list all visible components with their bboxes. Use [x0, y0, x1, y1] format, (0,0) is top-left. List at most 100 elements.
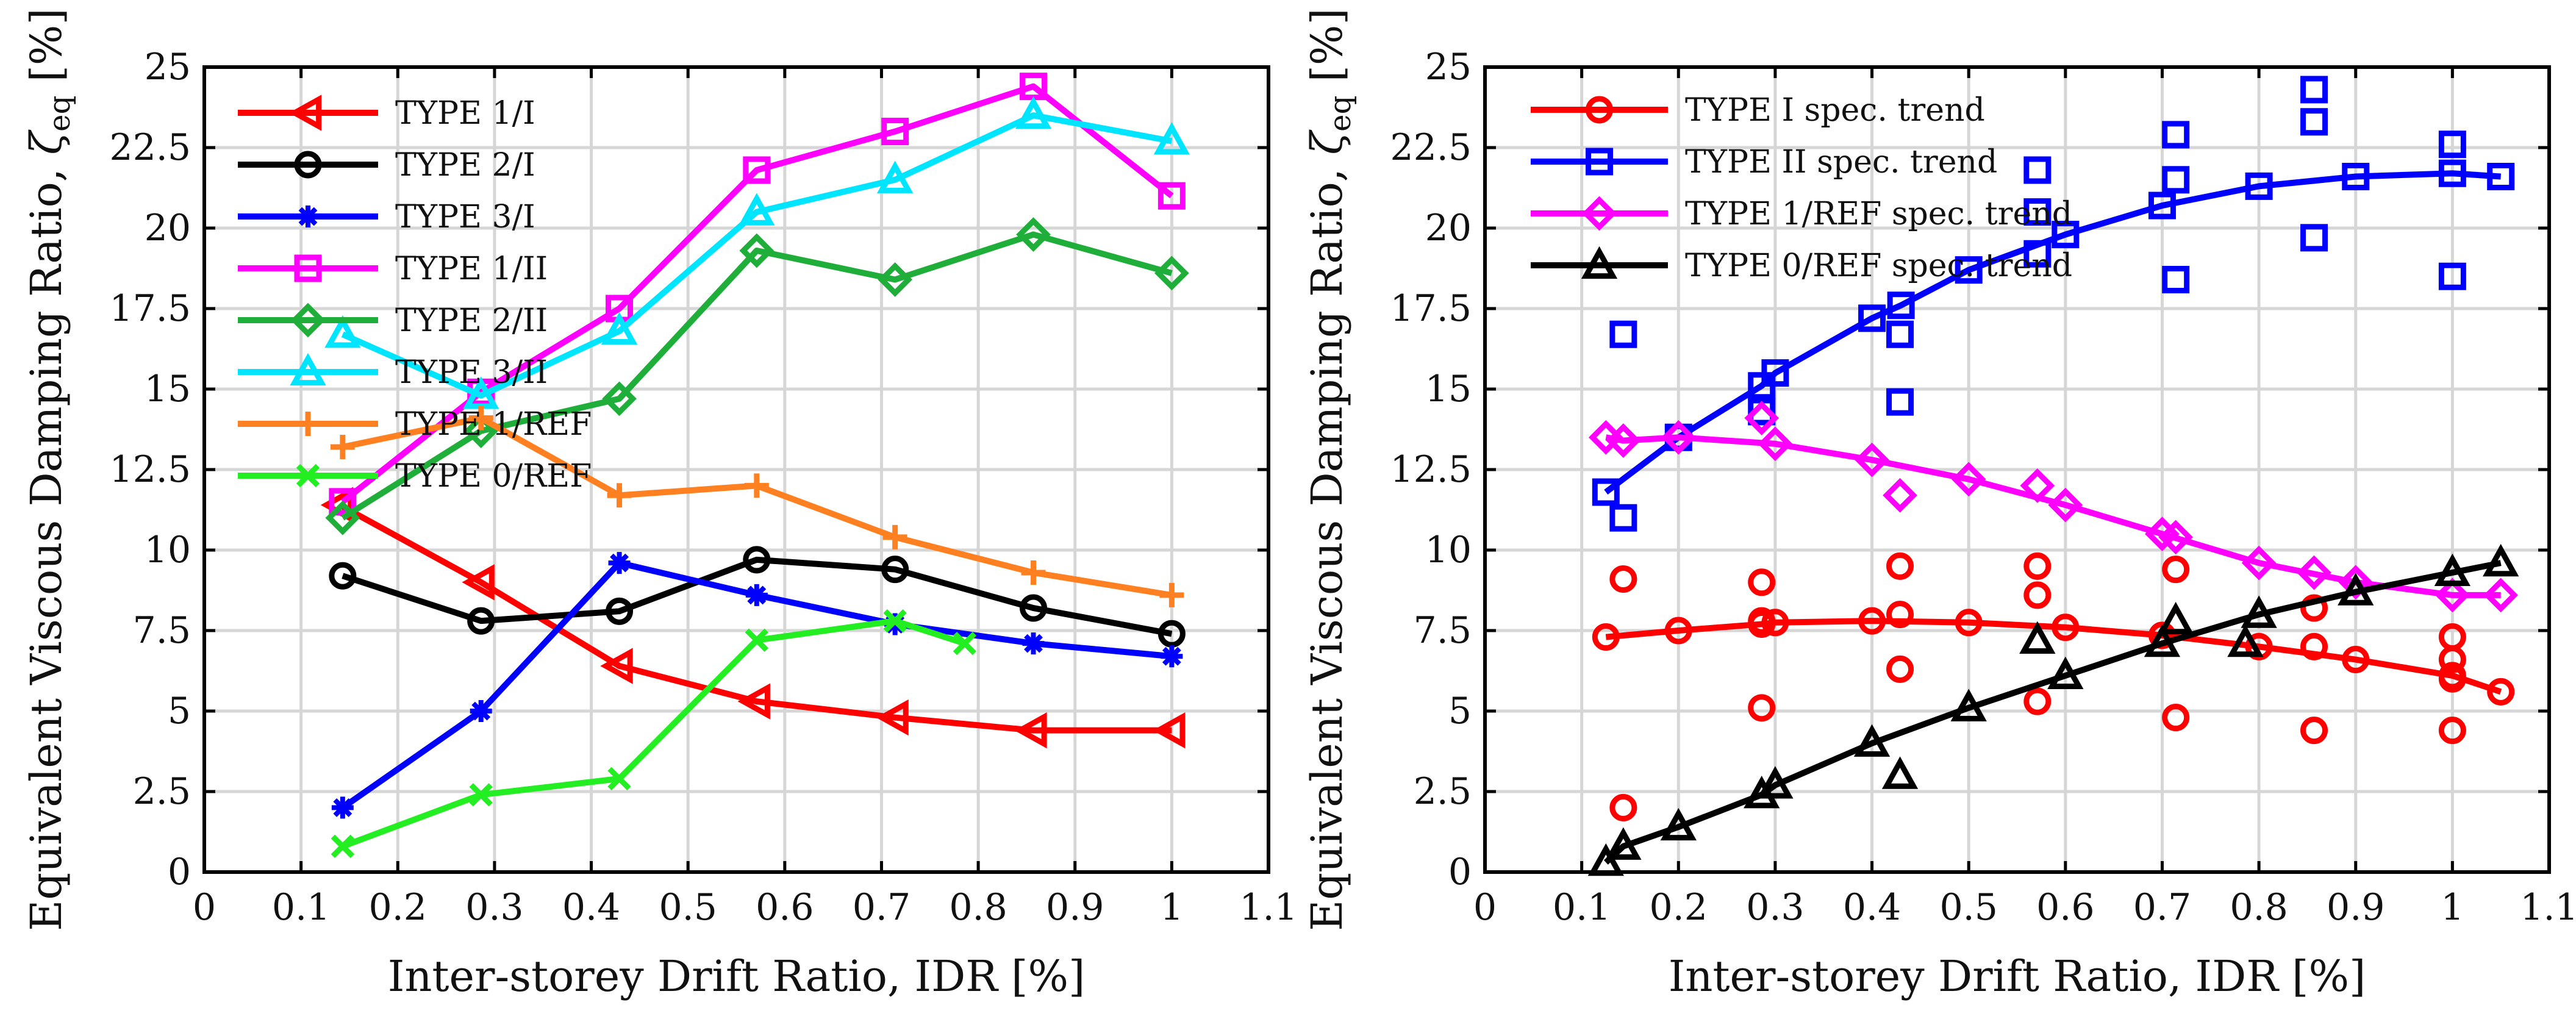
- data-point-type-ii-spec-trend: [2023, 156, 2052, 184]
- x-tick-label: 0: [193, 886, 216, 929]
- data-point-type-1-i: [876, 699, 909, 736]
- trend-point-type-i-spec-trend: [1955, 609, 1983, 637]
- y-tick-label: 10: [1425, 529, 1472, 571]
- legend-marker-type-3-ii: [290, 352, 326, 386]
- y-axis-label-unit: [%]: [1302, 8, 1352, 95]
- trend-point-type-1-ref-spec-trend: [1951, 462, 1986, 497]
- trend-point-type-ii-spec-trend: [2245, 172, 2273, 200]
- y-axis-label-symbol: ζ: [1302, 129, 1352, 155]
- trend-line-type-0-ref-spec-trend: [1603, 560, 2502, 865]
- data-point-type-i-spec-trend: [1748, 694, 1776, 722]
- trend-point-type-ii-spec-trend: [1592, 478, 1620, 506]
- data-point-type-2-i: [881, 556, 909, 584]
- data-point-type-ii-spec-trend: [2023, 198, 2052, 226]
- series-type-1-ref: [330, 406, 1184, 607]
- trend-point-type-ii-spec-trend: [1761, 359, 1789, 387]
- y-tick-label: 10: [145, 529, 191, 571]
- x-tick-label: 0.4: [562, 886, 620, 929]
- y-tick-label: 2.5: [133, 770, 191, 813]
- y-axis-label-subscript: eq: [1323, 96, 1358, 132]
- data-point-type-i-spec-trend: [2023, 552, 2052, 580]
- trend-point-type-0-ref-spec-trend: [1605, 827, 1642, 860]
- y-axis-label: Equivalent Viscous Damping Ratio, ζeq [%…: [21, 8, 77, 931]
- legend-label: TYPE 2/II: [395, 302, 548, 339]
- trend-point-type-ii-spec-trend: [2487, 163, 2515, 191]
- data-point-type-i-spec-trend: [2300, 717, 2328, 745]
- x-tick-label: 0.7: [2133, 886, 2191, 929]
- legend-label: TYPE 2/I: [395, 147, 535, 184]
- axes-frame: [1483, 65, 2551, 874]
- y-tick-label: 12.5: [109, 448, 191, 491]
- data-point-type-0-ref-spec-trend: [2019, 621, 2056, 654]
- data-point-type-0-ref: [953, 631, 977, 656]
- data-point-type-3-i: [470, 700, 492, 722]
- series-type-ii-spec-trend: [1592, 76, 2515, 532]
- data-point-type-ii-spec-trend: [2438, 131, 2466, 159]
- data-point-type-2-i: [1020, 594, 1048, 622]
- trend-point-type-0-ref-spec-trend: [2047, 656, 2084, 690]
- legend: TYPE I spec. trend TYPE II spec. trend TYP…: [1531, 92, 2072, 284]
- data-point-type-i-spec-trend: [1609, 793, 1637, 821]
- x-tick-label: 0.2: [369, 886, 427, 929]
- y-tick-label: 17.5: [1390, 287, 1472, 330]
- data-point-type-0-ref: [331, 834, 355, 858]
- data-point-type-ii-spec-trend: [1748, 398, 1776, 426]
- y-tick-label: 12.5: [1390, 448, 1472, 491]
- data-point-type-i-spec-trend: [2023, 687, 2052, 715]
- data-point-type-3-ii: [739, 193, 775, 226]
- data-point-type-3-i: [1022, 632, 1045, 655]
- legend-label: TYPE 0/REF spec. trend: [1685, 248, 2072, 284]
- series-line-type-2-i: [342, 556, 1173, 637]
- series-line-type-0-ref: [342, 618, 966, 849]
- trend-point-type-1-ref-spec-trend: [1661, 420, 1696, 455]
- axes-frame: [202, 65, 1270, 874]
- legend-label: TYPE 1/REF spec. trend: [1685, 196, 2072, 232]
- y-tick-label: 5: [1448, 690, 1472, 732]
- trend-point-type-i-spec-trend: [1592, 623, 1620, 651]
- data-point-type-1-i: [737, 683, 770, 720]
- data-point-type-ii-spec-trend: [2162, 265, 2190, 293]
- y-axis-label-symbol: ζ: [21, 129, 71, 155]
- trend-point-type-ii-spec-trend: [1955, 256, 1983, 284]
- data-point-type-2-i: [1157, 620, 1186, 648]
- legend-marker-type-1-ref: [296, 412, 320, 436]
- trend-point-type-ii-spec-trend: [1858, 304, 1886, 332]
- x-tick-label: 0.1: [272, 886, 330, 929]
- data-point-type-i-spec-trend: [1886, 601, 1914, 629]
- series-line-type-3-ii: [341, 112, 1173, 399]
- data-point-type-1-ii: [743, 156, 771, 184]
- legend-marker-type-1-i: [288, 95, 322, 131]
- y-tick-label: 25: [1425, 46, 1472, 88]
- x-tick-label: 0.5: [659, 886, 717, 929]
- x-tick-label: 1.1: [2520, 886, 2576, 929]
- data-point-type-1-i: [1014, 712, 1047, 749]
- trend-point-type-1-ref-spec-trend: [2338, 565, 2374, 600]
- series-type-2-i: [329, 546, 1186, 648]
- trend-point-type-1-ref-spec-trend: [1758, 426, 1793, 462]
- data-point-type-ii-spec-trend: [1609, 320, 1637, 348]
- legend-marker-type-1-ref-spec-trend: [1582, 196, 1617, 231]
- legend-label: TYPE 1/I: [395, 95, 535, 132]
- legend-marker-type-0-ref: [296, 463, 320, 488]
- data-point-type-1-i: [600, 648, 633, 684]
- y-tick-label: 15: [145, 368, 191, 410]
- trend-point-type-i-spec-trend: [2052, 613, 2080, 642]
- data-point-type-i-spec-trend: [1609, 565, 1637, 593]
- data-point-type-0-ref-spec-trend: [2158, 601, 2194, 635]
- y-tick-label: 2.5: [1414, 770, 1472, 813]
- data-point-type-2-ii: [325, 500, 360, 535]
- y-tick-label: 0: [1448, 851, 1472, 893]
- data-point-type-0-ref-spec-trend: [1881, 756, 1919, 789]
- legend-label: TYPE II spec. trend: [1685, 144, 1997, 181]
- x-tick-label: 0.9: [2327, 886, 2385, 929]
- data-point-type-3-i: [608, 552, 631, 574]
- series-type-0-ref-spec-trend: [1587, 543, 2519, 876]
- y-axis-label-subscript: eq: [43, 96, 77, 132]
- data-point-type-0-ref: [469, 783, 493, 807]
- data-point-type-ii-spec-trend: [2300, 108, 2328, 136]
- x-tick-label: 0.7: [853, 886, 911, 929]
- data-point-type-3-ii: [601, 312, 638, 345]
- data-point-type-3-ii: [877, 160, 914, 193]
- x-tick-label: 1: [1160, 886, 1183, 929]
- trend-point-type-i-spec-trend: [1858, 607, 1886, 635]
